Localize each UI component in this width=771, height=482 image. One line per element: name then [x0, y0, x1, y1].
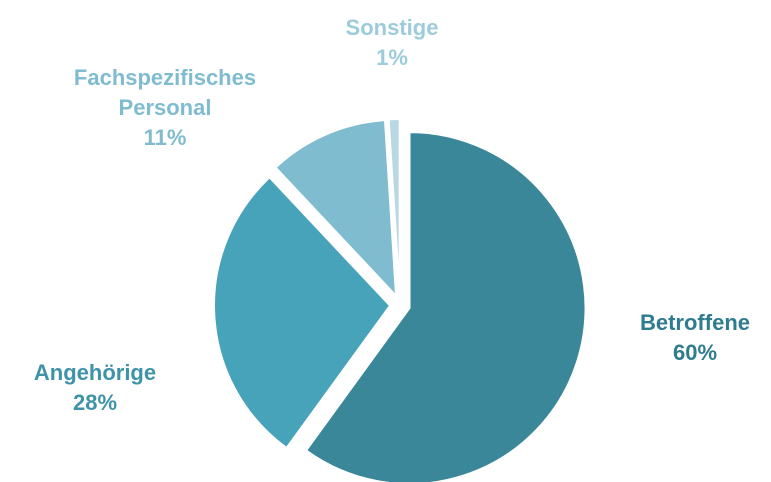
- value-label: 60%: [673, 340, 717, 365]
- category-label: Sonstige: [346, 15, 439, 40]
- category-label: Betroffene: [640, 310, 750, 335]
- slice-label: Betroffene 60%: [640, 310, 750, 365]
- category-label: Fachspezifisches Personal: [74, 65, 256, 120]
- pie-slice: [304, 131, 587, 482]
- pie-slice: [387, 118, 401, 296]
- slice-label: Sonstige 1%: [346, 15, 439, 70]
- value-label: 28%: [73, 390, 117, 415]
- pie-slice: [213, 175, 392, 450]
- category-label: Angehörige: [34, 360, 156, 385]
- value-label: 11%: [144, 125, 187, 150]
- pie-slice: [274, 119, 398, 299]
- slice-label: Fachspezifisches Personal 11%: [74, 65, 256, 150]
- slice-label: Angehörige 28%: [34, 360, 156, 415]
- value-label: 1%: [376, 45, 408, 70]
